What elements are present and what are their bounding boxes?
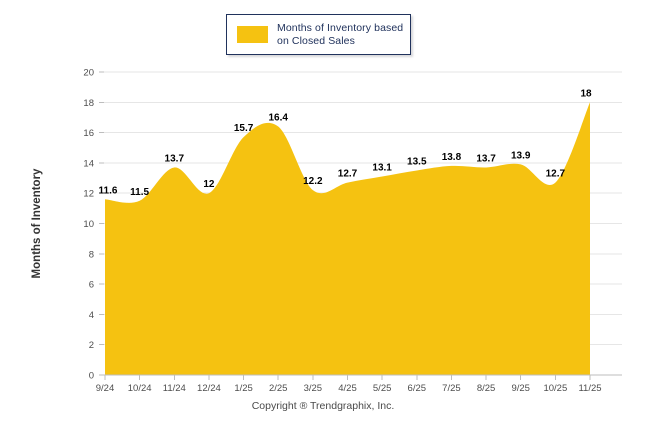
svg-text:15.7: 15.7 (234, 123, 254, 134)
svg-text:10: 10 (83, 219, 94, 230)
svg-text:9/25: 9/25 (511, 383, 530, 394)
x-axis-tick-labels: 9/24 10/24 11/24 12/24 1/25 2/25 3/25 4/25 5/25 6… (96, 383, 602, 394)
legend-series-label: Months of Inventory based on Closed Sale… (277, 22, 404, 47)
chart-legend: Months of Inventory based on Closed Sale… (226, 14, 411, 55)
svg-text:14: 14 (83, 158, 94, 169)
data-point-labels: 11.6 11.5 13.7 12 15.7 16.4 12.2 12.7 13.1 13.5 13… (99, 88, 592, 197)
svg-text:4: 4 (89, 310, 94, 321)
svg-text:18: 18 (83, 98, 94, 109)
svg-text:12.2: 12.2 (303, 176, 323, 187)
svg-text:0: 0 (89, 371, 94, 382)
svg-text:13.1: 13.1 (372, 163, 392, 174)
svg-text:13.7: 13.7 (165, 153, 185, 164)
svg-text:13.8: 13.8 (442, 152, 462, 163)
svg-text:12: 12 (83, 189, 94, 200)
svg-text:11.6: 11.6 (99, 185, 118, 196)
y-axis-title: Months of Inventory (31, 168, 43, 278)
area-series (105, 102, 590, 376)
svg-text:16: 16 (83, 128, 94, 139)
svg-text:13.9: 13.9 (511, 150, 531, 161)
svg-text:3/25: 3/25 (304, 383, 323, 394)
svg-text:8/25: 8/25 (477, 383, 496, 394)
legend-color-swatch (237, 26, 268, 43)
svg-text:20: 20 (83, 68, 94, 79)
svg-text:7/25: 7/25 (442, 383, 461, 394)
svg-text:12.7: 12.7 (546, 169, 566, 180)
svg-text:4/25: 4/25 (338, 383, 357, 394)
y-axis-tick-labels: 0 2 4 6 8 10 12 14 16 18 20 (83, 68, 94, 382)
svg-text:8: 8 (89, 249, 94, 260)
svg-text:12/24: 12/24 (197, 383, 221, 394)
svg-text:2: 2 (89, 340, 94, 351)
svg-text:18: 18 (580, 88, 592, 99)
axes (99, 71, 622, 380)
svg-text:Months of Inventory: Months of Inventory (31, 168, 43, 278)
svg-text:6: 6 (89, 280, 94, 291)
svg-text:12.7: 12.7 (338, 169, 358, 180)
svg-text:13.5: 13.5 (407, 156, 427, 167)
svg-text:1/25: 1/25 (234, 383, 253, 394)
svg-text:11/24: 11/24 (163, 383, 186, 394)
svg-text:9/24: 9/24 (96, 383, 115, 394)
svg-text:11.5: 11.5 (130, 187, 149, 198)
svg-text:10/25: 10/25 (543, 383, 567, 394)
svg-text:12: 12 (203, 179, 215, 190)
svg-text:5/25: 5/25 (373, 383, 392, 394)
copyright-notice: Copyright ® Trendgraphix, Inc. (251, 400, 395, 412)
svg-text:11/25: 11/25 (578, 383, 601, 394)
svg-text:2/25: 2/25 (269, 383, 288, 394)
svg-text:13.7: 13.7 (476, 153, 496, 164)
svg-text:16.4: 16.4 (268, 113, 288, 124)
svg-text:10/24: 10/24 (128, 383, 152, 394)
svg-text:6/25: 6/25 (408, 383, 427, 394)
